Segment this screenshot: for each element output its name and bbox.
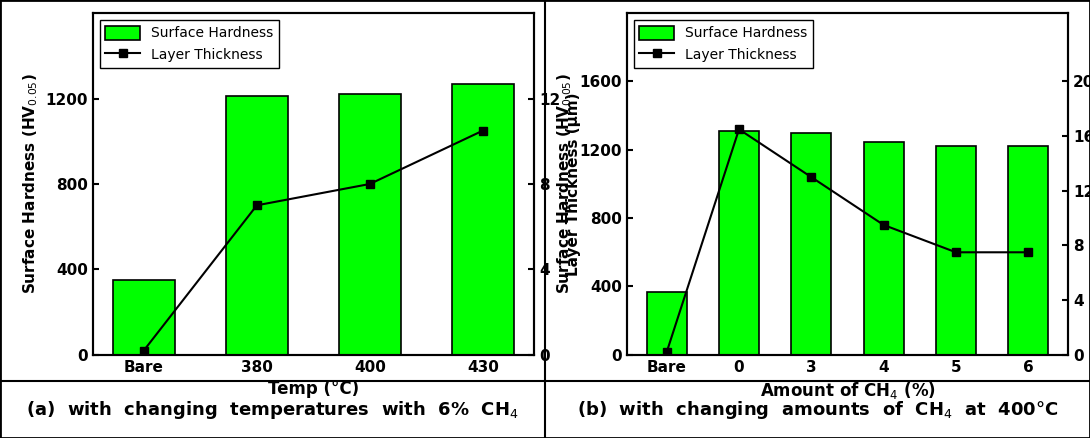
Bar <box>936 145 976 355</box>
Y-axis label: Surface Hardness (HV$_{0.05}$): Surface Hardness (HV$_{0.05}$) <box>21 74 39 294</box>
Bar <box>339 94 401 355</box>
Y-axis label: Surface Hardness (HV$_{0.05}$): Surface Hardness (HV$_{0.05}$) <box>555 74 573 294</box>
Y-axis label: Layer Thickness (μm): Layer Thickness (μm) <box>566 92 581 276</box>
Bar <box>646 293 687 355</box>
Legend: Surface Hardness, Layer Thickness: Surface Hardness, Layer Thickness <box>99 20 279 68</box>
Bar <box>226 96 288 355</box>
Legend: Surface Hardness, Layer Thickness: Surface Hardness, Layer Thickness <box>633 20 813 68</box>
Text: (b)  with  changing  amounts  of  CH$_4$  at  400°C: (b) with changing amounts of CH$_4$ at 4… <box>577 399 1058 420</box>
Text: (a)  with  changing  temperatures  with  6%  CH$_4$: (a) with changing temperatures with 6% C… <box>26 399 519 420</box>
Bar <box>791 133 832 355</box>
Bar <box>719 131 759 355</box>
Bar <box>863 142 904 355</box>
Bar <box>1008 145 1049 355</box>
X-axis label: Amount of CH$_4$ (%): Amount of CH$_4$ (%) <box>760 380 935 401</box>
X-axis label: Temp (°C): Temp (°C) <box>268 380 359 398</box>
Bar <box>112 280 174 355</box>
Bar <box>452 84 514 355</box>
